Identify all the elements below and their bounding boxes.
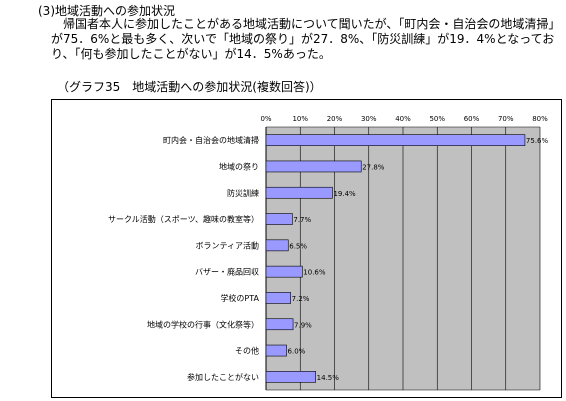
bar-chart: 0% 10% 20% 30% 40% 50% 60% 70% 80% 町内会・自治会の地域清掃 75… <box>108 115 549 391</box>
chart-title: （グラフ35 地域活動への参加状況(複数回答)） <box>57 80 322 94</box>
category-label: 町内会・自治会の地域清掃 <box>163 135 259 145</box>
data-label: 7.7% <box>293 216 311 224</box>
x-tick-label: 70% <box>498 115 514 123</box>
category-label: 地域の祭り <box>219 161 259 171</box>
data-label: 6.5% <box>289 242 307 250</box>
chart-frame: 0% 10% 20% 30% 40% 50% 60% 70% 80% 町内会・自治会の地域清掃 75… <box>51 99 562 398</box>
data-label: 27.8% <box>362 163 385 171</box>
bar <box>265 344 287 357</box>
bar <box>265 213 293 225</box>
category-label: サークル活動（スポーツ、趣味の教室等） <box>108 214 259 224</box>
x-tick-label: 10% <box>292 115 308 123</box>
summary-paragraph: 帰国者本人に参加したことがある地域活動について聞いたが、「町内会・自治会の地域清… <box>51 17 561 61</box>
bar <box>265 186 333 199</box>
x-tick-label: 40% <box>395 115 411 123</box>
category-label: ボランティア活動 <box>195 240 259 250</box>
data-label: 10.6% <box>303 269 326 277</box>
x-tick-label: 0% <box>260 115 271 123</box>
x-tick-label: 50% <box>429 115 445 123</box>
category-label: その他 <box>235 346 259 356</box>
data-label: 75.6% <box>526 137 549 145</box>
bar <box>265 265 303 278</box>
bar <box>265 239 289 252</box>
category-label: バザー・廃品回収 <box>195 267 259 277</box>
data-label: 14.5% <box>317 374 340 382</box>
data-label: 7.9% <box>294 321 312 329</box>
x-tick-label: 80% <box>532 115 548 123</box>
bar <box>265 134 526 146</box>
section-heading: (3)地域活動への参加状況 <box>38 4 175 18</box>
x-tick-label: 20% <box>327 115 343 123</box>
bar <box>265 292 291 304</box>
data-label: 7.2% <box>292 295 310 303</box>
x-tick-label: 30% <box>361 115 377 123</box>
category-label: 地域の学校の行事（文化祭等） <box>147 319 259 329</box>
category-label: 学校のPTA <box>220 293 259 303</box>
x-tick-label: 60% <box>464 115 480 123</box>
bar <box>265 318 294 331</box>
category-label: 防災訓練 <box>227 188 259 198</box>
category-label: 参加したことがない <box>187 372 259 382</box>
data-label: 19.4% <box>333 190 356 198</box>
bar <box>265 371 316 383</box>
data-label: 6.0% <box>288 348 306 356</box>
bar <box>265 160 362 173</box>
